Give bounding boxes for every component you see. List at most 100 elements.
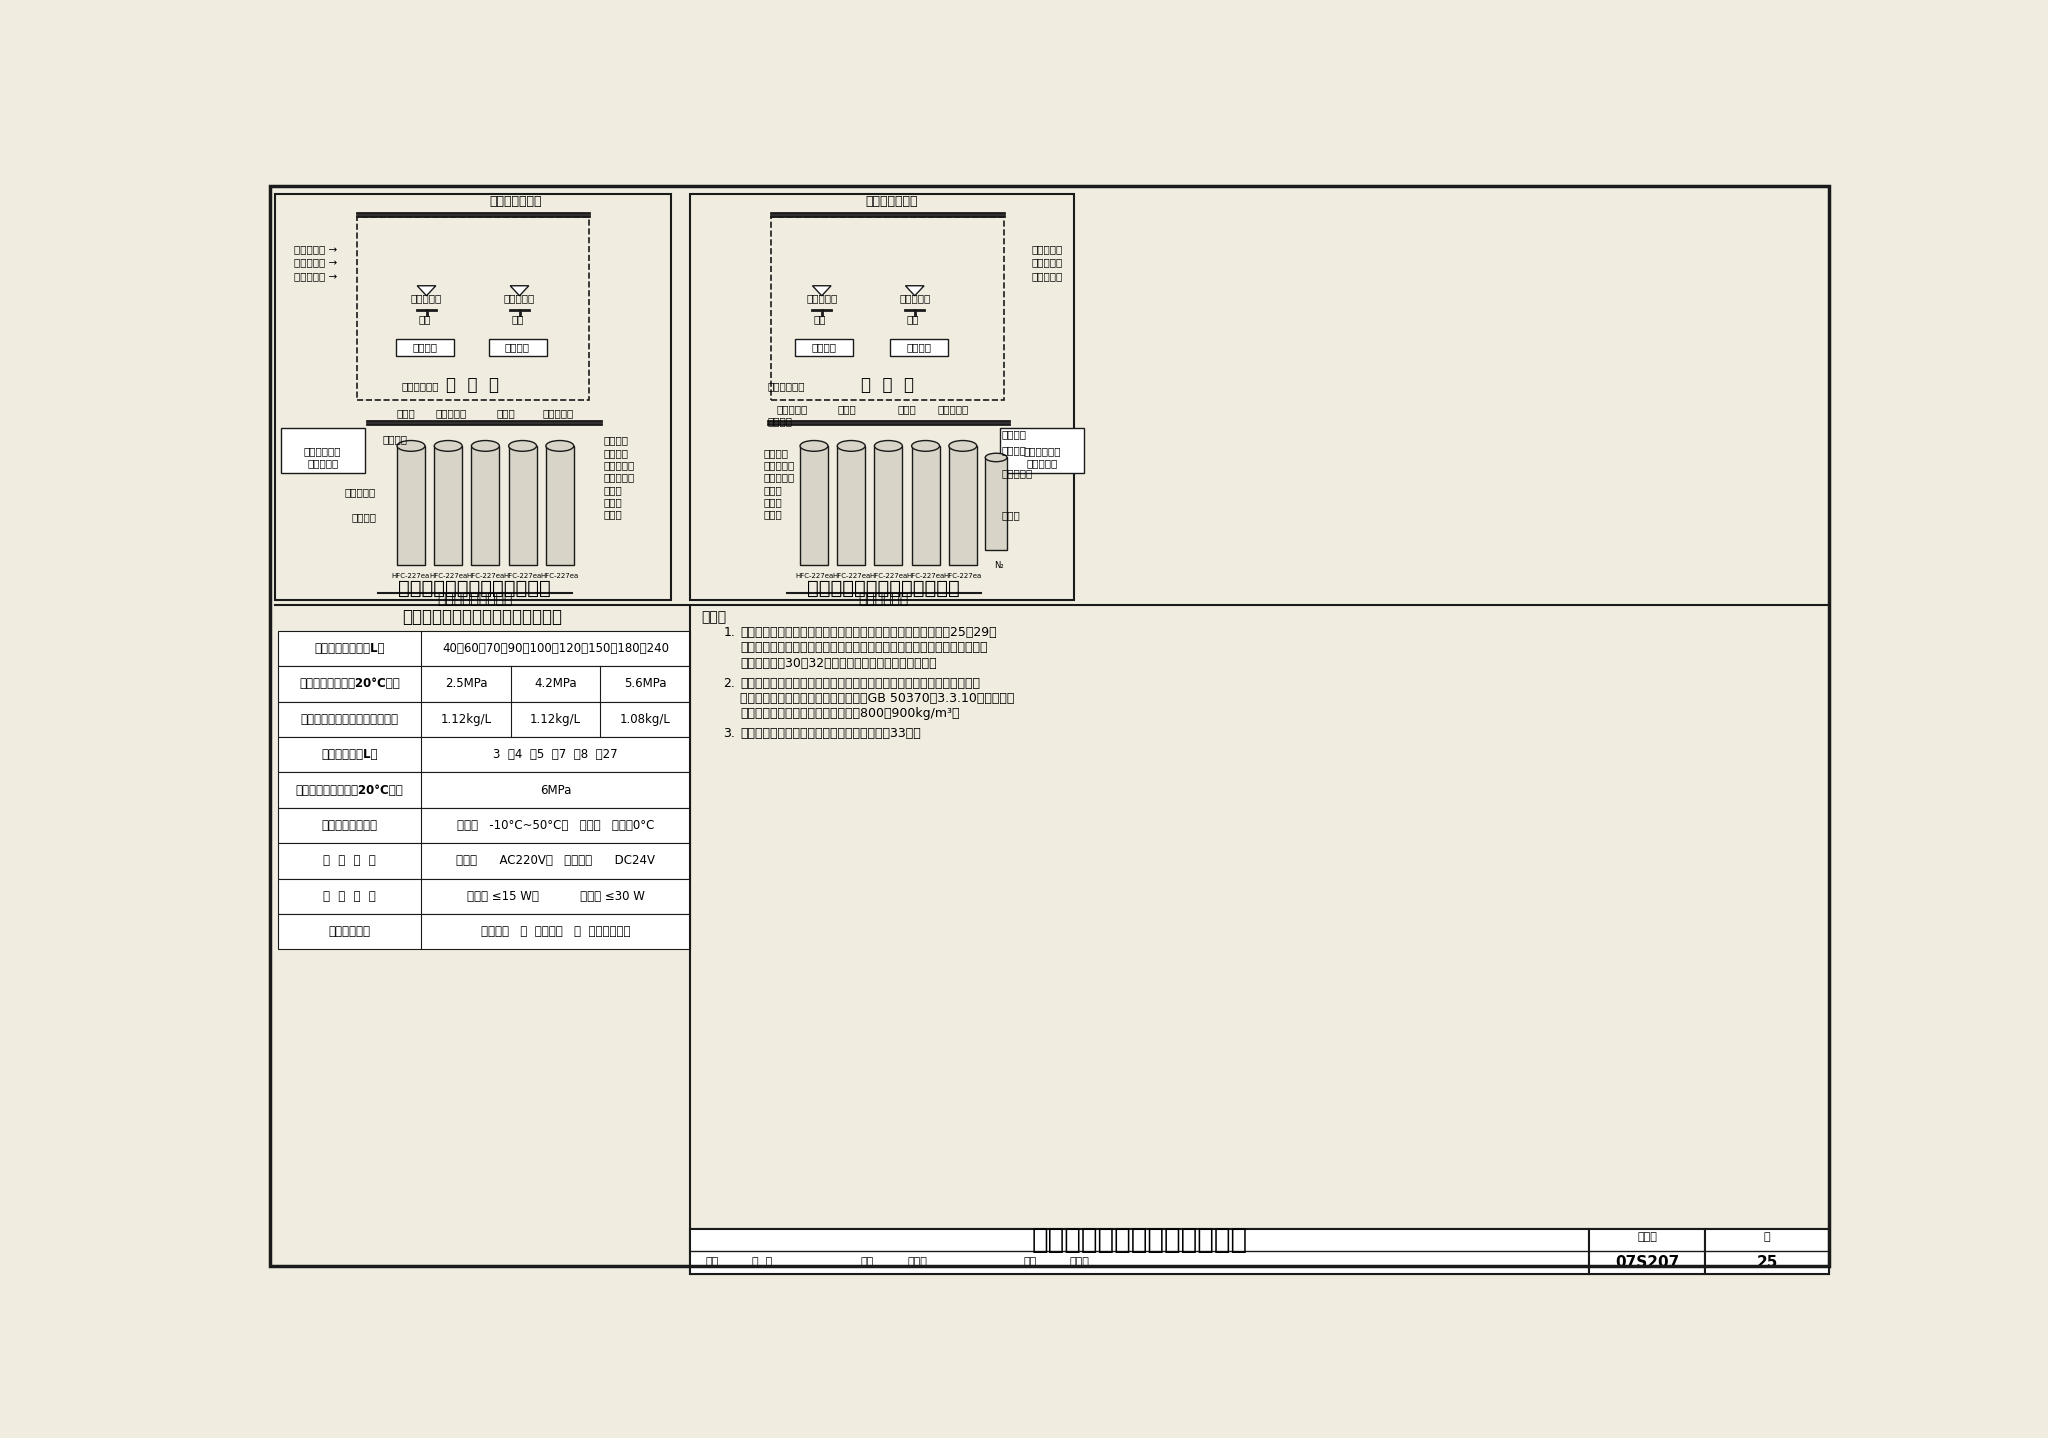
- Text: 联动设备: 联动设备: [412, 342, 438, 352]
- Text: HFC-227ea: HFC-227ea: [504, 572, 543, 580]
- Text: HFC-227ea: HFC-227ea: [868, 572, 907, 580]
- Text: 手动启动器: 手动启动器: [604, 460, 635, 470]
- Text: HFC-227ea: HFC-227ea: [430, 572, 467, 580]
- Text: 集流管: 集流管: [395, 408, 416, 418]
- Text: 液体单向阀: 液体单向阀: [436, 408, 467, 418]
- Bar: [434, 446, 463, 565]
- Text: 启动瓶: 启动瓶: [1001, 510, 1020, 521]
- Bar: [1706, 1229, 1829, 1274]
- Bar: [279, 772, 690, 808]
- Text: 说明：: 说明：: [702, 610, 727, 624]
- Ellipse shape: [874, 440, 903, 452]
- Text: 喷嘴: 喷嘴: [512, 313, 524, 324]
- Text: 安全阀: 安全阀: [897, 404, 915, 414]
- Text: 表中七氯丙烷灬火剂储瓶的单位容积最大充装量为规定值的上限。按照现: 表中七氯丙烷灬火剂储瓶的单位容积最大充装量为规定值的上限。按照现: [741, 676, 981, 690]
- Text: 感温探测器: 感温探测器: [899, 293, 930, 303]
- Text: 连接法兰: 连接法兰: [768, 416, 793, 426]
- Text: 为内贮压式七氯丙烷灬火系统（泸用习惯叫法，本图集仍称之为七氯丙烷灬: 为内贮压式七氯丙烷灬火系统（泸用习惯叫法，本图集仍称之为七氯丙烷灬: [741, 641, 987, 654]
- Text: 喷嘴: 喷嘴: [813, 313, 827, 324]
- Bar: [838, 446, 864, 565]
- Bar: [279, 843, 690, 879]
- Text: （氮气驱动）: （氮气驱动）: [858, 592, 909, 607]
- Polygon shape: [510, 286, 528, 296]
- Text: 行国家标准《气体灬火系统设计规范》GB 50370第3.3.10条文说明，: 行国家标准《气体灬火系统设计规范》GB 50370第3.3.10条文说明，: [741, 692, 1014, 705]
- Bar: [801, 446, 827, 565]
- Text: 灬火剂贮存压力（20°C时）: 灬火剂贮存压力（20°C时）: [299, 677, 399, 690]
- Text: 手动启动器: 手动启动器: [764, 460, 795, 470]
- Text: 罗定元: 罗定元: [907, 1257, 928, 1267]
- Text: 储气瓶: 储气瓶: [764, 498, 782, 508]
- Text: 自锁压力开关: 自锁压力开关: [401, 381, 438, 391]
- Text: 07S207: 07S207: [1616, 1254, 1679, 1270]
- Text: 启动管路: 启动管路: [1001, 444, 1026, 454]
- Text: 页: 页: [1763, 1232, 1772, 1241]
- Bar: [279, 915, 690, 949]
- Text: 电磁启动器: 电磁启动器: [344, 487, 377, 498]
- Text: 1.12kg/L: 1.12kg/L: [530, 713, 582, 726]
- Bar: [999, 429, 1083, 473]
- Text: 1.08kg/L: 1.08kg/L: [621, 713, 670, 726]
- Text: 高压软管: 高压软管: [604, 449, 629, 459]
- Text: 火灾自动报警: 火灾自动报警: [303, 446, 342, 456]
- Text: 喷放指示灯 →: 喷放指示灯 →: [295, 257, 338, 267]
- Ellipse shape: [948, 440, 977, 452]
- Text: 灭火控制器: 灭火控制器: [1026, 459, 1057, 469]
- Text: 1.: 1.: [723, 626, 735, 638]
- Text: 自锁压力开关: 自锁压力开关: [768, 381, 805, 391]
- Text: （灬火剂自身驱动）: （灬火剂自身驱动）: [436, 592, 512, 607]
- Text: 3  、4  、5  、7  、8  、27: 3 、4 、5 、7 、8 、27: [494, 748, 618, 761]
- Text: 校对: 校对: [860, 1257, 874, 1267]
- Bar: [690, 1229, 1829, 1274]
- Bar: [395, 339, 453, 355]
- Text: 灬火剂储瓶容积（L）: 灬火剂储瓶容积（L）: [313, 641, 385, 654]
- Text: 审核: 审核: [705, 1257, 719, 1267]
- Text: 集流管: 集流管: [838, 404, 856, 414]
- Text: 图集号: 图集号: [1636, 1232, 1657, 1241]
- Text: 喷放指示灯: 喷放指示灯: [1030, 257, 1063, 267]
- Text: 手动控制盒 →: 手动控制盒 →: [295, 270, 338, 280]
- Bar: [274, 194, 670, 600]
- Text: 高压软管: 高压软管: [764, 449, 788, 459]
- Text: 容器阀: 容器阀: [764, 485, 782, 495]
- Bar: [279, 631, 690, 666]
- Text: 储气瓶: 储气瓶: [604, 498, 623, 508]
- Text: 防  护  区: 防 护 区: [446, 377, 500, 394]
- Text: 喷嘴: 喷嘴: [907, 313, 920, 324]
- Text: HFC-227ea: HFC-227ea: [831, 572, 870, 580]
- Bar: [356, 217, 590, 400]
- Text: 系统适用环境条件: 系统适用环境条件: [322, 820, 377, 833]
- Ellipse shape: [434, 440, 463, 452]
- Text: 连接法兰: 连接法兰: [604, 436, 629, 446]
- Bar: [471, 446, 500, 565]
- Bar: [279, 702, 690, 736]
- Bar: [547, 446, 573, 565]
- Text: 2.: 2.: [723, 676, 735, 690]
- Text: 杜  鹏: 杜 鹏: [752, 1257, 772, 1267]
- Ellipse shape: [838, 440, 864, 452]
- Polygon shape: [905, 286, 924, 296]
- Text: 3.: 3.: [723, 728, 735, 741]
- Text: HFC-227ea: HFC-227ea: [944, 572, 981, 580]
- Bar: [690, 194, 1073, 600]
- Ellipse shape: [911, 440, 940, 452]
- Text: 灭火剂输送管道: 灭火剂输送管道: [864, 196, 918, 209]
- Text: 联动设备: 联动设备: [905, 342, 932, 352]
- Bar: [948, 446, 977, 565]
- Text: 设计: 设计: [1024, 1257, 1036, 1267]
- Text: 手动控制盒: 手动控制盒: [1030, 270, 1063, 280]
- Bar: [772, 217, 1004, 400]
- Bar: [911, 446, 940, 565]
- Text: 灭火剂输送管道: 灭火剂输送管道: [489, 196, 543, 209]
- Polygon shape: [813, 286, 831, 296]
- Bar: [1589, 1229, 1706, 1274]
- Text: 主电源      AC220V；   备用电源      DC24V: 主电源 AC220V； 备用电源 DC24V: [457, 854, 655, 867]
- Text: 焊接堵头: 焊接堵头: [1001, 430, 1026, 440]
- Text: HFC-227ea: HFC-227ea: [795, 572, 834, 580]
- Text: 容器阀: 容器阀: [604, 485, 623, 495]
- Text: 七氯丙烷灬火系统主要组件功能详见本图集第33页。: 七氯丙烷灬火系统主要组件功能详见本图集第33页。: [741, 728, 922, 741]
- Text: 灭火控制器: 灭火控制器: [307, 459, 338, 469]
- Ellipse shape: [985, 453, 1008, 462]
- Text: 工  作  电  源: 工 作 电 源: [324, 854, 375, 867]
- Text: 2.5MPa: 2.5MPa: [444, 677, 487, 690]
- Text: 自动控制   。  手动控制   。  机械应急操作: 自动控制 。 手动控制 。 机械应急操作: [481, 925, 631, 938]
